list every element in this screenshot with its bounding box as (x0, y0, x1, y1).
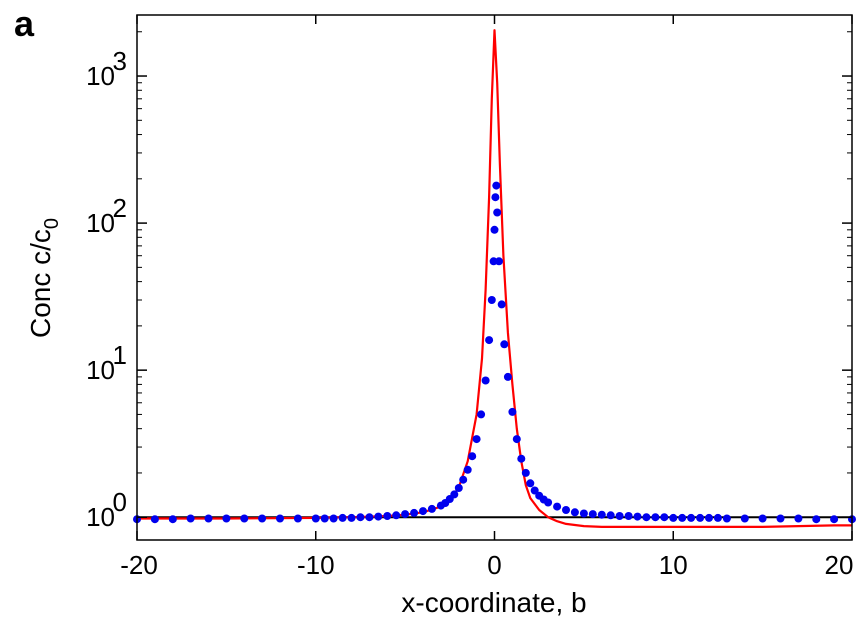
data-point (588, 510, 597, 519)
data-point (240, 514, 249, 523)
data-point (526, 479, 535, 488)
x-axis-title: x-coordinate, b (401, 587, 586, 618)
data-point (521, 468, 530, 477)
data-point (570, 508, 579, 517)
data-point (553, 502, 562, 511)
y-axis-title-subscript: 0 (41, 218, 63, 229)
data-point (485, 336, 494, 345)
y-tick-label: 10 (86, 208, 115, 238)
data-point (722, 514, 731, 523)
data-point (293, 514, 302, 523)
data-point (740, 514, 749, 523)
data-point (544, 498, 553, 507)
data-point (687, 513, 696, 522)
data-point (347, 513, 356, 522)
data-point (794, 514, 803, 523)
data-point (463, 465, 472, 474)
data-point (660, 513, 669, 522)
x-tick-label: -10 (297, 550, 335, 580)
y-tick-label-exponent: 0 (113, 487, 127, 517)
data-point (497, 300, 506, 309)
data-point (492, 181, 501, 190)
data-point (329, 514, 338, 523)
data-point (487, 296, 496, 304)
data-point (508, 407, 517, 416)
data-point (651, 513, 660, 522)
data-point (168, 515, 177, 524)
data-point (512, 435, 521, 444)
data-point (758, 514, 767, 523)
data-point (365, 513, 374, 522)
plot-frame (136, 14, 853, 541)
x-tick-label: -20 (120, 550, 158, 580)
data-point (493, 208, 502, 217)
data-point (454, 484, 463, 492)
data-point (468, 452, 477, 461)
data-point (624, 512, 633, 520)
data-point (503, 372, 512, 381)
y-tick-label: 10 (86, 61, 115, 91)
data-point (562, 506, 570, 514)
data-point (374, 512, 383, 521)
plot-marks (133, 29, 856, 528)
data-point (338, 513, 347, 522)
data-point (419, 507, 427, 516)
data-point (427, 504, 436, 513)
y-tick-label: 10 (86, 355, 115, 385)
data-point (204, 514, 213, 523)
data-point (530, 486, 539, 495)
data-point (472, 435, 481, 444)
data-point (776, 514, 785, 523)
data-point (678, 513, 687, 522)
x-tick-label: 10 (659, 550, 688, 580)
data-point (477, 410, 486, 419)
data-point (490, 225, 499, 234)
series-line-1 (137, 29, 852, 528)
data-point (713, 513, 722, 522)
panel-label: a (14, 3, 35, 44)
data-point (481, 376, 490, 385)
data-point (606, 511, 615, 520)
y-axis-title: Conc c/c0 (25, 218, 63, 338)
data-point (500, 340, 509, 349)
data-point (150, 515, 159, 524)
data-point (401, 510, 410, 519)
x-tick-label: 20 (825, 550, 854, 580)
data-point (491, 193, 500, 202)
y-tick-label: 10 (86, 502, 115, 532)
y-axis-title-main: Conc c/c (25, 229, 56, 338)
data-point (276, 514, 284, 523)
y-tick-label-exponent: 1 (113, 340, 127, 370)
data-point (597, 510, 606, 519)
data-point (517, 454, 526, 463)
data-point (830, 515, 839, 524)
data-point (222, 514, 231, 523)
data-point (356, 513, 365, 522)
data-point (186, 514, 195, 523)
data-point (258, 514, 267, 523)
data-point (495, 257, 503, 266)
data-point (705, 513, 713, 522)
data-point (642, 513, 651, 522)
data-point (615, 512, 624, 520)
data-point (633, 512, 642, 521)
data-point (392, 511, 401, 520)
y-tick-label-exponent: 2 (113, 193, 127, 223)
data-point (459, 475, 468, 484)
data-point (383, 512, 392, 520)
y-tick-label-exponent: 3 (113, 46, 127, 76)
x-tick-label: 0 (487, 550, 501, 580)
data-point (320, 514, 329, 523)
data-point (696, 513, 705, 522)
data-point (812, 515, 821, 524)
data-point (410, 508, 419, 517)
data-point (450, 490, 459, 499)
data-point (579, 509, 588, 518)
data-point (311, 514, 320, 523)
data-point (669, 513, 678, 522)
